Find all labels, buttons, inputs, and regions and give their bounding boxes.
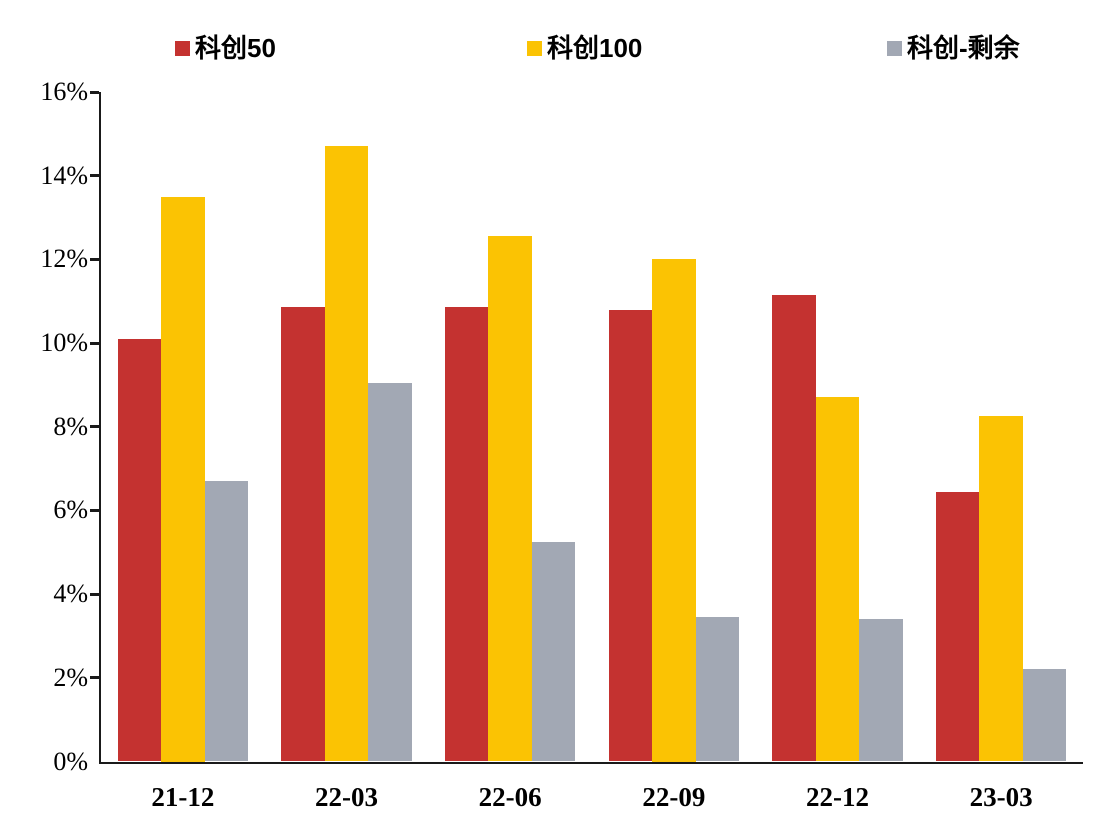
- y-tick-label: 10%: [40, 328, 88, 358]
- bar-kc50-23-03: [935, 491, 980, 762]
- legend-label-kc-rest: 科创-剩余: [907, 33, 1020, 63]
- bar-kc100-21-12: [161, 196, 205, 762]
- y-tick-label: 0%: [53, 746, 88, 776]
- y-tick: [89, 257, 99, 261]
- legend-label-kc50: 科创50: [195, 33, 276, 63]
- y-tick-label: 14%: [40, 160, 88, 190]
- legend-item-kc100: 科创100: [527, 28, 642, 65]
- bar-kc-rest-22-06: [531, 541, 576, 762]
- x-tick-label-23-03: 23-03: [969, 782, 1033, 812]
- y-tick: [89, 425, 99, 429]
- chart-legend: 科创50 科创100 科创-剩余: [0, 0, 1106, 70]
- legend-swatch-kc50: [175, 40, 190, 56]
- x-tick-label-22-06: 22-06: [478, 782, 542, 812]
- x-axis-line: [98, 761, 1083, 764]
- bar-kc100-22-03: [324, 146, 369, 762]
- bar-kc-rest-22-03: [368, 382, 412, 762]
- bar-kc-rest-23-03: [1022, 669, 1067, 762]
- y-tick: [89, 90, 99, 94]
- y-tick: [89, 174, 99, 178]
- y-tick: [89, 592, 99, 596]
- legend-label-kc100: 科创100: [547, 33, 643, 63]
- bar-kc100-22-12: [815, 397, 860, 762]
- bar-kc50-22-12: [772, 294, 816, 762]
- y-tick-label: 12%: [40, 244, 88, 274]
- y-axis-line: [98, 92, 101, 764]
- legend-swatch-kc-rest: [887, 40, 902, 56]
- y-tick-label: 2%: [53, 662, 88, 692]
- bar-kc-rest-21-12: [204, 481, 249, 762]
- bar-kc50-22-03: [281, 307, 325, 762]
- y-tick: [89, 508, 99, 512]
- y-tick-label: 6%: [53, 495, 88, 525]
- x-tick-label-22-03: 22-03: [315, 782, 378, 812]
- x-tick-label-22-09: 22-09: [642, 782, 706, 812]
- bar-kc50-22-09: [608, 309, 653, 762]
- x-tick-label-22-12: 22-12: [806, 782, 869, 812]
- bar-kc-rest-22-12: [859, 619, 903, 762]
- x-tick-label-21-12: 21-12: [151, 782, 215, 812]
- bar-kc100-23-03: [979, 416, 1023, 762]
- bar-kc50-21-12: [117, 338, 162, 762]
- bar-kc100-22-06: [488, 236, 532, 762]
- y-tick-label: 16%: [40, 77, 88, 106]
- legend-item-kc-rest: 科创-剩余: [887, 28, 1020, 65]
- bar-kc-rest-22-09: [695, 617, 740, 762]
- legend-item-kc50: 科创50: [175, 28, 276, 65]
- legend-swatch-kc100: [527, 40, 542, 56]
- bar-kc50-22-06: [444, 307, 489, 762]
- y-tick: [89, 341, 99, 345]
- bar-kc100-22-09: [652, 259, 696, 762]
- y-tick-label: 4%: [53, 579, 88, 609]
- y-tick: [89, 676, 99, 680]
- y-tick-label: 8%: [53, 411, 88, 441]
